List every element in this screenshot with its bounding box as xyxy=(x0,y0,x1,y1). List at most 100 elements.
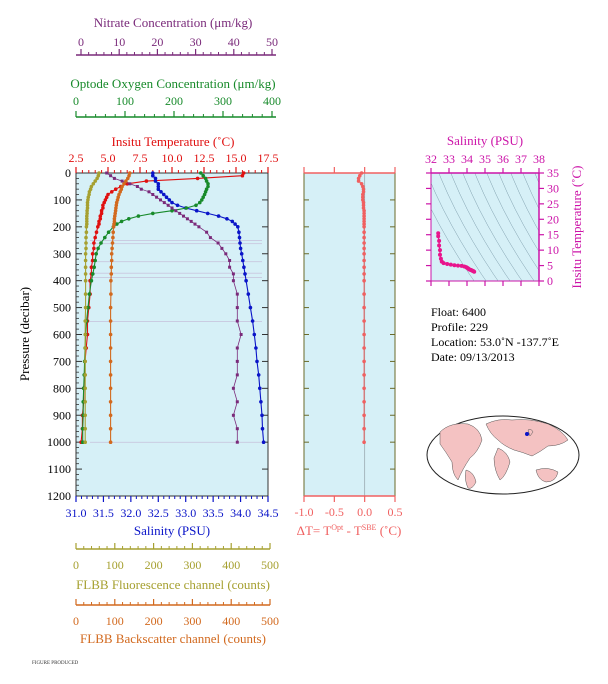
nitrate-point xyxy=(235,427,239,431)
fluorescence-tick-label: 200 xyxy=(145,558,163,572)
nitrate-point xyxy=(231,386,235,390)
temperature-tick-label: 15.0 xyxy=(226,151,247,165)
nitrate-axis-label: Nitrate Concentration (μm/kg) xyxy=(94,15,253,30)
nitrate-point xyxy=(235,373,239,377)
delta-t-point xyxy=(362,359,366,364)
float-id: Float: 6400 xyxy=(431,305,486,319)
nitrate-point xyxy=(228,259,232,262)
backscatter-point xyxy=(116,195,120,199)
backscatter-point xyxy=(112,222,116,226)
backscatter-point xyxy=(108,346,113,350)
salinity-point xyxy=(156,184,161,189)
delta-t-point xyxy=(361,203,366,208)
temperature-point xyxy=(241,171,246,175)
salinity-point xyxy=(237,230,241,234)
density-contour-line xyxy=(486,173,539,271)
nitrate-point xyxy=(174,209,178,213)
delta-t-point xyxy=(362,222,366,226)
nitrate-point xyxy=(170,206,174,210)
backscatter-point xyxy=(118,190,122,194)
delta-tick-label: -1.0 xyxy=(295,505,314,519)
nitrate-point xyxy=(166,203,170,207)
delta-t-point xyxy=(362,265,366,270)
delta-t-point xyxy=(362,426,366,431)
pressure-tick-label: 300 xyxy=(53,247,71,261)
delta-t-point xyxy=(362,272,366,276)
oxygen-tick-label: 200 xyxy=(165,94,183,108)
salinity-point xyxy=(153,176,158,181)
fluorescence-point xyxy=(85,203,90,208)
salinity-axis-label: Salinity (PSU) xyxy=(134,523,210,538)
delta-t-point xyxy=(361,200,366,205)
salinity-point xyxy=(246,292,251,296)
fluorescence-point xyxy=(83,346,87,350)
salinity-tick-label: 34.5 xyxy=(258,506,279,520)
oxygen-point xyxy=(206,184,210,189)
nitrate-point xyxy=(235,319,239,323)
backscatter-axis-label: FLBB Backscatter channel (counts) xyxy=(80,631,266,646)
temperature-point xyxy=(104,195,109,199)
temperature-point xyxy=(110,190,114,194)
backscatter-point xyxy=(110,246,114,251)
delta-t-point xyxy=(361,198,365,202)
nitrate-point xyxy=(216,241,220,245)
backscatter-point xyxy=(124,179,128,183)
backscatter-tick-label: 300 xyxy=(183,614,201,628)
fluorescence-point xyxy=(85,211,89,216)
backscatter-point xyxy=(126,176,130,181)
oxygen-axis-label: Optode Oxygen Concentration (μm/kg) xyxy=(70,76,275,91)
pressure-tick-label: 1100 xyxy=(47,462,71,476)
salinity-point xyxy=(254,346,258,350)
ts-temperature-label: Insitu Temperature (˚C) xyxy=(569,165,584,288)
nitrate-point xyxy=(228,265,232,269)
temperature-point xyxy=(90,258,95,263)
nitrate-point xyxy=(159,198,162,202)
fluorescence-tick-label: 500 xyxy=(261,558,279,572)
nitrate-point xyxy=(235,440,239,444)
backscatter-point xyxy=(117,192,121,197)
temperature-point xyxy=(195,176,200,181)
nitrate-point xyxy=(120,179,124,183)
fluorescence-tick-label: 100 xyxy=(106,558,124,572)
nitrate-point xyxy=(231,413,235,417)
fluorescence-point xyxy=(83,265,88,270)
delta-tick-label: -0.5 xyxy=(325,505,344,519)
fluorescence-point xyxy=(95,176,99,181)
main-plot-area xyxy=(75,172,269,497)
salinity-point xyxy=(194,208,199,213)
salinity-point xyxy=(159,190,163,194)
salinity-point xyxy=(236,225,240,229)
oxygen-point xyxy=(103,235,107,240)
pressure-tick-label: 900 xyxy=(53,408,71,422)
nitrate-point xyxy=(185,217,189,221)
temperature-point xyxy=(92,246,96,251)
salinity-point xyxy=(243,272,247,276)
density-contour-line xyxy=(498,173,539,253)
nitrate-point xyxy=(128,182,132,186)
delta-t-point xyxy=(359,182,364,186)
temperature-point xyxy=(96,225,100,229)
fluorescence-point xyxy=(85,200,90,205)
density-contour-line xyxy=(462,173,523,281)
backscatter-point xyxy=(108,400,113,404)
delta-t-point xyxy=(362,278,366,283)
fluorescence-point xyxy=(83,426,87,431)
oxygen-tick-label: 100 xyxy=(116,94,134,108)
density-contour-line xyxy=(534,173,539,184)
salinity-point xyxy=(230,219,235,224)
fluorescence-point xyxy=(96,173,101,178)
backscatter-point xyxy=(112,219,117,224)
fluorescence-point xyxy=(93,179,97,183)
pressure-tick-label: 200 xyxy=(53,220,71,234)
nitrate-point xyxy=(135,185,139,188)
nitrate-point xyxy=(139,187,143,191)
backscatter-tick-label: 0 xyxy=(73,614,79,628)
density-contour-line xyxy=(522,173,539,210)
density-contour-line xyxy=(474,173,535,281)
oxygen-point xyxy=(203,176,208,181)
salinity-point xyxy=(175,203,180,208)
backscatter-tick-label: 500 xyxy=(261,614,279,628)
salinity-point xyxy=(237,235,242,240)
nitrate-point xyxy=(220,246,224,250)
salinity-point xyxy=(216,214,221,218)
